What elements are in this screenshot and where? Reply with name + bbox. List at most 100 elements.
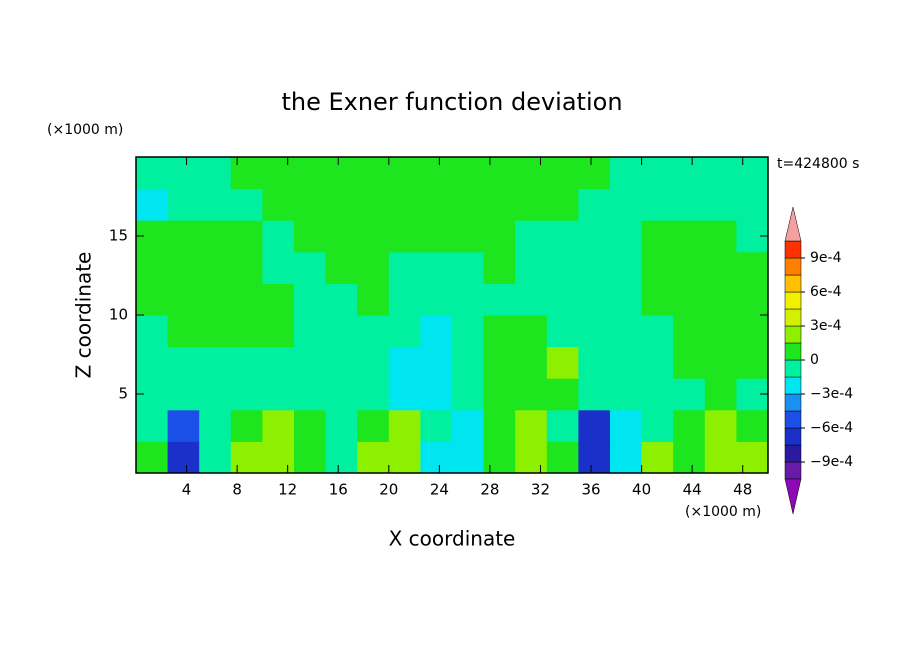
colorbar-tick-label: 6e-4 (810, 284, 842, 300)
contour-cell (515, 409, 548, 442)
contour-cell (199, 409, 232, 442)
contour-cell (452, 251, 485, 284)
contour-cell (325, 441, 358, 474)
colorbar-tick-label: −6e-4 (810, 420, 853, 436)
contour-cell (452, 315, 485, 348)
contour-cell (673, 315, 706, 348)
contour-cell (546, 315, 579, 348)
contour-cell (641, 441, 674, 474)
x-tick-label: 16 (329, 481, 348, 499)
colorbar-band (784, 325, 802, 344)
contour-cell (357, 157, 390, 190)
contour-cell (704, 378, 737, 411)
contour-cell (357, 251, 390, 284)
contour-cell (294, 441, 327, 474)
contour-cell (294, 283, 327, 316)
contour-cell (578, 441, 611, 474)
contour-cell (515, 188, 548, 221)
contour-cell (230, 378, 263, 411)
contour-cell (483, 409, 516, 442)
contour-cell (704, 157, 737, 190)
contour-cell (167, 315, 200, 348)
x-tick-label: 12 (278, 481, 297, 499)
contour-cell (483, 315, 516, 348)
contour-cell (483, 157, 516, 190)
contour-cell (420, 220, 453, 253)
contour-cell (230, 283, 263, 316)
contour-cell (388, 315, 421, 348)
contour-cell (199, 441, 232, 474)
contour-cell (610, 378, 643, 411)
y-tick-label: 10 (109, 306, 128, 324)
colorbar-tick-label: 9e-4 (810, 250, 842, 266)
contour-cell (294, 378, 327, 411)
contour-cell (704, 283, 737, 316)
contour-cell (167, 378, 200, 411)
contour-cell (325, 157, 358, 190)
x-tick-label: 24 (430, 481, 449, 499)
y-tick-label: 5 (118, 385, 128, 403)
contour-cell (704, 220, 737, 253)
contour-cell (136, 188, 169, 221)
x-tick-label: 44 (683, 481, 702, 499)
contour-cell (262, 378, 295, 411)
colorbar-band (784, 257, 802, 276)
contour-cell (578, 378, 611, 411)
colorbar-band (784, 444, 802, 463)
contour-cell (546, 441, 579, 474)
contour-cell (578, 283, 611, 316)
time-label: t=424800 s (777, 156, 859, 172)
contour-cell (673, 188, 706, 221)
x-tick-label: 28 (480, 481, 499, 499)
contour-cell (704, 188, 737, 221)
contour-cell (388, 346, 421, 379)
colorbar-tick-label: −3e-4 (810, 386, 853, 402)
contour-cell (167, 441, 200, 474)
contour-cell (673, 157, 706, 190)
x-tick-label: 40 (632, 481, 651, 499)
contour-cell (641, 346, 674, 379)
contour-cell (673, 441, 706, 474)
contour-cell (610, 220, 643, 253)
contour-cell (546, 251, 579, 284)
contour-cell (294, 251, 327, 284)
contour-cell (452, 283, 485, 316)
contour-cell (420, 283, 453, 316)
contour-cell (515, 251, 548, 284)
contour-cell (199, 251, 232, 284)
contour-cell (262, 283, 295, 316)
contour-cell (483, 251, 516, 284)
contour-cell (199, 378, 232, 411)
contour-cell (294, 409, 327, 442)
contour-cell (420, 441, 453, 474)
contour-cell (167, 346, 200, 379)
contour-cell (483, 220, 516, 253)
contour-cell (136, 157, 169, 190)
contour-cell (452, 378, 485, 411)
contour-cell (483, 378, 516, 411)
contour-cell (199, 283, 232, 316)
contour-cell (420, 378, 453, 411)
colorbar-band (784, 376, 802, 395)
contour-cell (452, 220, 485, 253)
contour-cell (388, 283, 421, 316)
contour-cell (262, 157, 295, 190)
x-axis-label: X coordinate (389, 527, 516, 551)
contour-cell (515, 378, 548, 411)
contour-cell (641, 378, 674, 411)
contour-cell (262, 220, 295, 253)
contour-cell (515, 346, 548, 379)
contour-cell (136, 346, 169, 379)
colorbar-band (784, 308, 802, 327)
contour-cell (325, 251, 358, 284)
contour-cell (136, 315, 169, 348)
contour-cell (388, 409, 421, 442)
contour-cell (420, 251, 453, 284)
contour-cell (452, 409, 485, 442)
contour-cell (515, 315, 548, 348)
colorbar-band (784, 461, 802, 480)
contour-cell (736, 251, 769, 284)
contour-cell (388, 157, 421, 190)
contour-cell (736, 315, 769, 348)
